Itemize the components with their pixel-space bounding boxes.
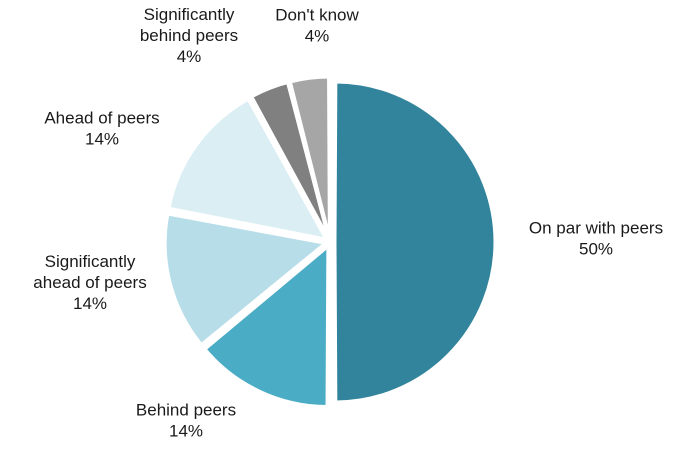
pie-slice (333, 80, 497, 404)
slice-value-label: 14% (85, 130, 119, 149)
slice-label: Don't know 4% (275, 6, 359, 46)
slice-category-label: Ahead of peers (44, 109, 159, 128)
pie-slices (163, 75, 497, 409)
slice-value-label: 4% (305, 27, 330, 46)
slice-category-label: Significantly (144, 5, 235, 24)
slice-category-label: ahead of peers (33, 273, 146, 292)
slice-label: Significantly ahead of peers 14% (33, 252, 146, 313)
slice-label: Behind peers 14% (136, 401, 236, 441)
slice-value-label: 14% (73, 294, 107, 313)
slice-labels: On par with peers 50%Behind peers 14%Signi… (33, 5, 663, 441)
slice-value-label: 50% (579, 240, 613, 259)
pie-slice (167, 97, 329, 242)
slice-category-label: Don't know (275, 6, 359, 25)
pie-slice (288, 75, 331, 238)
pie-slice (203, 243, 330, 409)
slice-value-label: 14% (169, 422, 203, 441)
slice-label: Significantly behind peers 4% (140, 5, 238, 66)
slice-label: Ahead of peers 14% (44, 109, 159, 149)
pie-slice (249, 80, 330, 239)
slice-category-label: behind peers (140, 26, 238, 45)
pie-slice (163, 212, 329, 347)
slice-label: On par with peers 50% (529, 219, 663, 259)
slice-category-label: Significantly (45, 252, 136, 271)
slice-value-label: 4% (177, 47, 202, 66)
slice-category-label: On par with peers (529, 219, 663, 238)
slice-category-label: Behind peers (136, 401, 236, 420)
